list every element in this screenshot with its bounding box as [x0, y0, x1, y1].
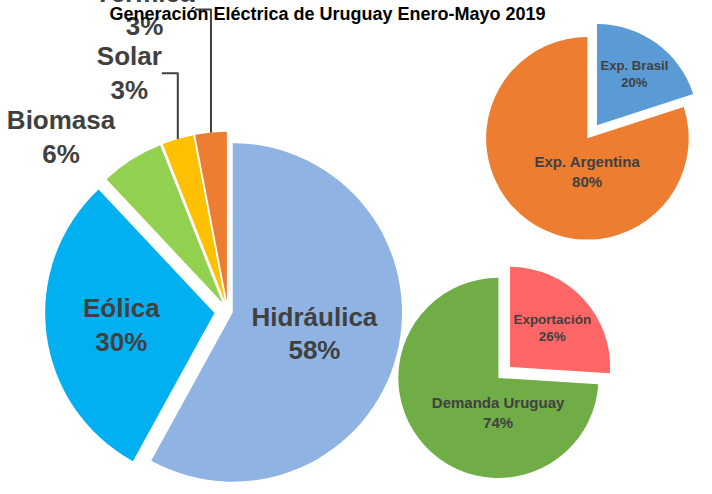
- svg-text:Generación Eléctrica de Urugua: Generación Eléctrica de Uruguay Enero-Ma…: [109, 4, 545, 24]
- svg-text:Eólica30%: Eólica30%: [83, 293, 160, 357]
- svg-text:Hidráulica58%: Hidráulica58%: [252, 302, 378, 366]
- svg-text:Solar3%: Solar3%: [97, 41, 162, 105]
- svg-text:Exp. Brasil20%: Exp. Brasil20%: [601, 58, 669, 90]
- svg-text:Térmica3%: Térmica3%: [95, 0, 195, 41]
- svg-text:Exportación26%: Exportación26%: [513, 312, 591, 344]
- svg-text:Biomasa6%: Biomasa6%: [7, 105, 116, 169]
- svg-text:Exp. Argentina80%: Exp. Argentina80%: [534, 153, 640, 190]
- svg-text:Demanda Uruguay74%: Demanda Uruguay74%: [432, 394, 565, 431]
